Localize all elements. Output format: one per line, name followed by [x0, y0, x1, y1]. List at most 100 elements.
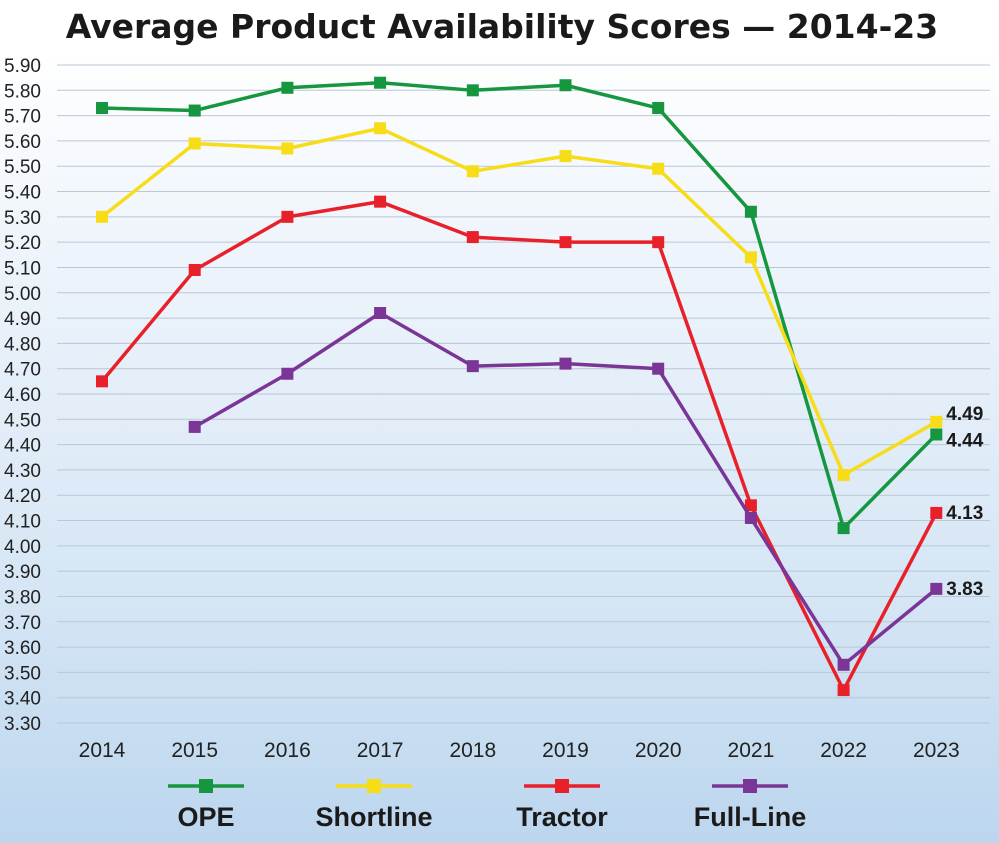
y-tick-label: 5.70 [4, 107, 41, 128]
y-tick-label: 3.70 [4, 613, 41, 634]
y-tick-label: 4.40 [4, 436, 41, 457]
y-tick-label: 5.00 [4, 284, 41, 305]
data-point [281, 81, 294, 94]
y-tick-label: 3.90 [4, 562, 41, 583]
data-point [837, 522, 850, 535]
data-point [744, 512, 757, 525]
data-point [559, 357, 572, 370]
data-point [837, 658, 850, 671]
data-point [188, 263, 201, 276]
x-tick-label: 2017 [357, 739, 404, 762]
data-point [652, 362, 665, 375]
data-point [930, 506, 943, 519]
y-axis-ticks: 5.90 5.80 5.70 5.60 5.50 5.40 5.30 5.20 5.10 5.00… [4, 56, 41, 735]
series-lines [96, 76, 943, 697]
data-point [281, 210, 294, 223]
data-point [837, 468, 850, 481]
data-point [374, 122, 387, 135]
x-tick-label: 2016 [264, 739, 311, 762]
series-line [100, 199, 938, 692]
data-point [96, 375, 108, 388]
x-tick-label: 2023 [913, 739, 960, 762]
data-point [188, 104, 201, 117]
data-point [652, 102, 665, 115]
y-tick-label: 4.90 [4, 309, 41, 330]
data-point [466, 360, 479, 373]
data-point [188, 420, 201, 433]
y-tick-label: 5.60 [4, 132, 41, 153]
y-tick-label: 5.10 [4, 258, 41, 279]
y-tick-label: 5.50 [4, 157, 41, 178]
x-tick-label: 2014 [79, 739, 126, 762]
legend-label: Full-Line [694, 802, 806, 832]
data-point [930, 415, 943, 428]
data-point [652, 236, 665, 249]
legend-item: OPE [168, 779, 244, 832]
y-tick-label: 4.80 [4, 334, 41, 355]
legend-swatch-marker [743, 779, 757, 793]
legend-label: Shortline [315, 802, 432, 832]
data-point [374, 195, 387, 208]
y-tick-label: 4.00 [4, 537, 41, 558]
legend-swatch-marker [555, 779, 569, 793]
data-point [281, 142, 294, 155]
x-axis-ticks: 2014 2015 2016 2017 2018 2019 2020 2021 2022 2023 [79, 739, 960, 762]
y-tick-label: 3.50 [4, 663, 41, 684]
data-point [466, 231, 479, 244]
y-tick-label: 4.10 [4, 512, 41, 533]
grid [57, 64, 990, 724]
data-point [744, 251, 757, 264]
y-tick-label: 4.60 [4, 385, 41, 406]
data-point [559, 79, 572, 92]
data-point [96, 210, 108, 223]
series-tractor [96, 195, 943, 697]
y-tick-label: 4.50 [4, 410, 41, 431]
end-labels: 4.44 4.49 4.13 3.83 [946, 404, 983, 600]
y-tick-label: 3.40 [4, 689, 41, 710]
x-tick-label: 2018 [449, 739, 496, 762]
data-point [374, 76, 387, 89]
y-tick-label: 3.60 [4, 638, 41, 659]
y-tick-label: 5.30 [4, 208, 41, 229]
legend-swatch-marker [199, 779, 213, 793]
data-point [652, 162, 665, 175]
y-tick-label: 5.90 [4, 56, 41, 77]
y-tick-label: 4.30 [4, 461, 41, 482]
x-tick-label: 2021 [728, 739, 775, 762]
data-point [559, 236, 572, 249]
data-point [466, 84, 479, 97]
end-value-label: 4.13 [946, 503, 983, 524]
y-tick-label: 4.20 [4, 486, 41, 507]
series-full-line [188, 307, 943, 671]
data-point [96, 102, 108, 115]
y-tick-label: 3.30 [4, 714, 41, 735]
series-line [101, 80, 938, 530]
data-point [837, 684, 850, 697]
x-tick-label: 2015 [171, 739, 218, 762]
data-point [930, 582, 943, 595]
data-point [188, 137, 201, 150]
legend-swatch-marker [367, 779, 381, 793]
legend-item: Full-Line [694, 779, 806, 832]
x-tick-label: 2020 [635, 739, 682, 762]
chart-title: Average Product Availability Scores — 20… [66, 7, 938, 46]
data-point [744, 499, 757, 512]
legend-label: Tractor [516, 802, 608, 832]
end-value-label: 4.49 [946, 404, 983, 425]
data-point [374, 307, 387, 320]
legend: OPE Shortline Tractor Full-Line [168, 779, 806, 832]
end-value-label: 4.44 [946, 430, 983, 451]
data-point [744, 205, 757, 218]
legend-item: Shortline [315, 779, 433, 832]
data-point [559, 150, 572, 163]
y-tick-label: 5.20 [4, 233, 41, 254]
data-point [281, 367, 294, 380]
series-shortline [96, 122, 943, 481]
y-tick-label: 5.80 [4, 81, 41, 102]
data-point [466, 165, 479, 178]
x-tick-label: 2022 [820, 739, 867, 762]
series-line [100, 126, 938, 477]
y-tick-label: 3.80 [4, 587, 41, 608]
end-value-label: 3.83 [946, 579, 983, 600]
